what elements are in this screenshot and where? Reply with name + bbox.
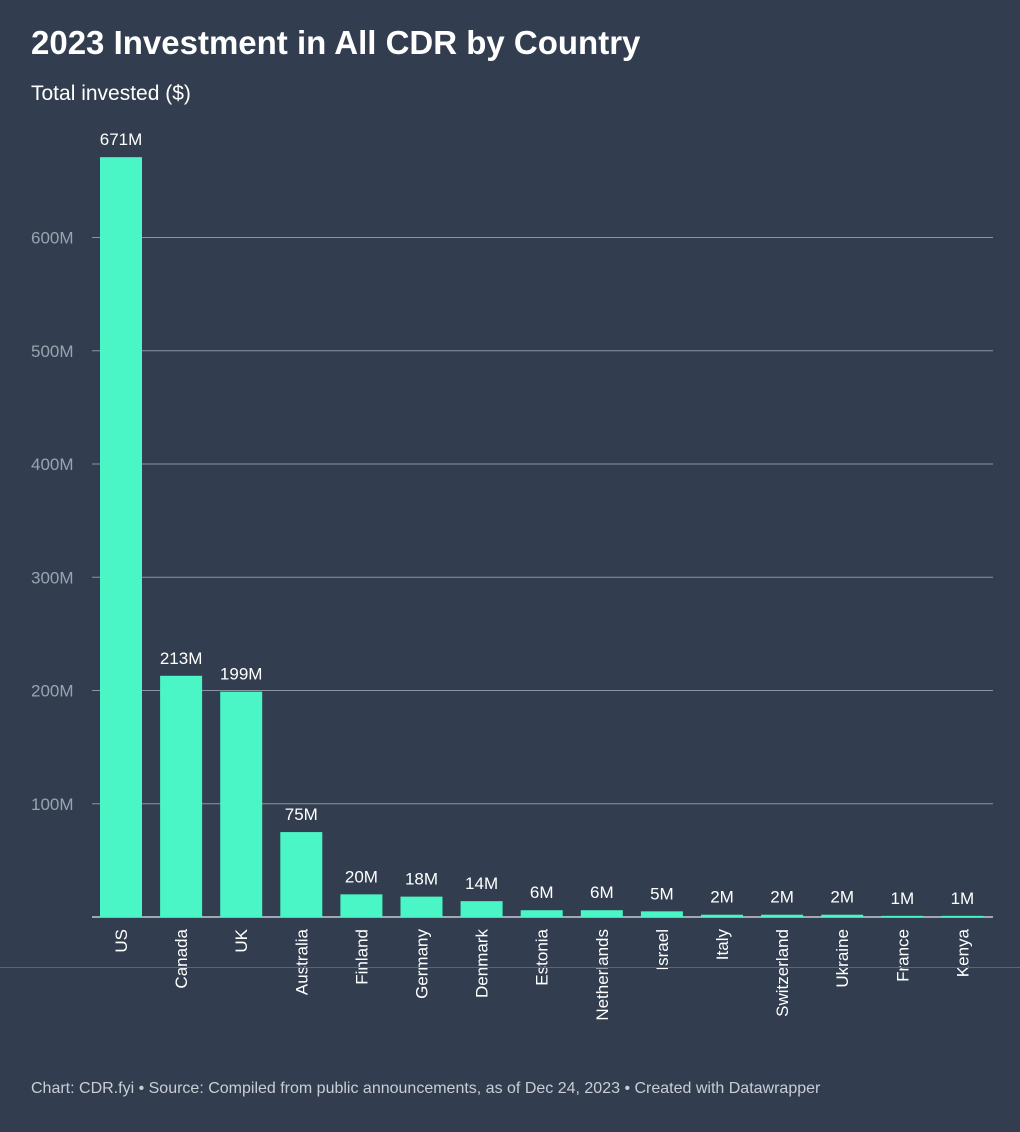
x-category-label: Germany <box>413 929 432 999</box>
x-category-label: Switzerland <box>773 929 792 1017</box>
y-tick-label: 100M <box>31 795 74 814</box>
chart-subtitle: Total invested ($) <box>31 82 191 105</box>
bar-israel <box>640 911 683 917</box>
data-label: 1M <box>890 889 914 908</box>
bar-denmark <box>460 901 503 917</box>
data-label: 2M <box>770 888 794 907</box>
x-category-label: Netherlands <box>593 929 612 1021</box>
data-label: 20M <box>345 867 378 886</box>
x-category-label: France <box>893 929 912 982</box>
label-layer: 671M US 213M Canada 199M UK 75M Australia 20M Fin… <box>100 130 974 1021</box>
data-label: 6M <box>590 883 614 902</box>
y-tick-label: 500M <box>31 342 74 361</box>
data-label: 75M <box>285 805 318 824</box>
bar-layer <box>100 157 984 917</box>
bar-chart: 100M 200M 300M 400M 500M 600M 671M US 213M Canad… <box>31 130 993 1021</box>
x-category-label: Ukraine <box>833 929 852 988</box>
data-label: 671M <box>100 130 143 149</box>
chart-title: 2023 Investment in All CDR by Country <box>31 24 641 61</box>
data-label: 14M <box>465 874 498 893</box>
bar-germany <box>400 896 443 917</box>
y-tick-label: 300M <box>31 568 74 587</box>
bar-netherlands <box>580 910 623 917</box>
data-label: 213M <box>160 649 203 668</box>
bar-finland <box>340 894 383 917</box>
x-category-label: Denmark <box>473 929 492 998</box>
bar-switzerland <box>761 914 804 917</box>
x-category-label: US <box>112 929 131 953</box>
data-label: 2M <box>710 888 734 907</box>
data-label: 1M <box>951 889 975 908</box>
bar-ukraine <box>821 914 864 917</box>
x-category-label: Israel <box>653 929 672 971</box>
bar-us <box>100 157 142 917</box>
x-category-label: Italy <box>713 929 732 961</box>
x-category-label: UK <box>232 928 251 952</box>
y-tick-label: 200M <box>31 682 74 701</box>
chart-footer: Chart: CDR.fyi • Source: Compiled from p… <box>31 1080 821 1097</box>
bar-australia <box>280 832 323 917</box>
data-label: 199M <box>220 665 263 684</box>
bar-estonia <box>520 910 563 917</box>
data-label: 5M <box>650 884 674 903</box>
bar-italy <box>701 914 743 917</box>
x-category-label: Australia <box>292 928 311 995</box>
data-label: 18M <box>405 870 438 889</box>
x-category-label: Canada <box>172 928 191 988</box>
bar-france <box>881 915 924 917</box>
grid-layer: 100M 200M 300M 400M 500M 600M <box>31 229 993 918</box>
bar-canada <box>160 675 203 917</box>
x-category-label: Estonia <box>533 928 552 985</box>
y-tick-label: 600M <box>31 229 74 248</box>
bar-uk <box>220 691 263 917</box>
data-label: 2M <box>830 888 854 907</box>
y-tick-label: 400M <box>31 455 74 474</box>
footer-divider <box>0 967 1020 968</box>
x-category-label: Finland <box>352 929 371 985</box>
bar-kenya <box>941 915 984 917</box>
data-label: 6M <box>530 883 554 902</box>
x-category-label: Kenya <box>953 928 972 977</box>
